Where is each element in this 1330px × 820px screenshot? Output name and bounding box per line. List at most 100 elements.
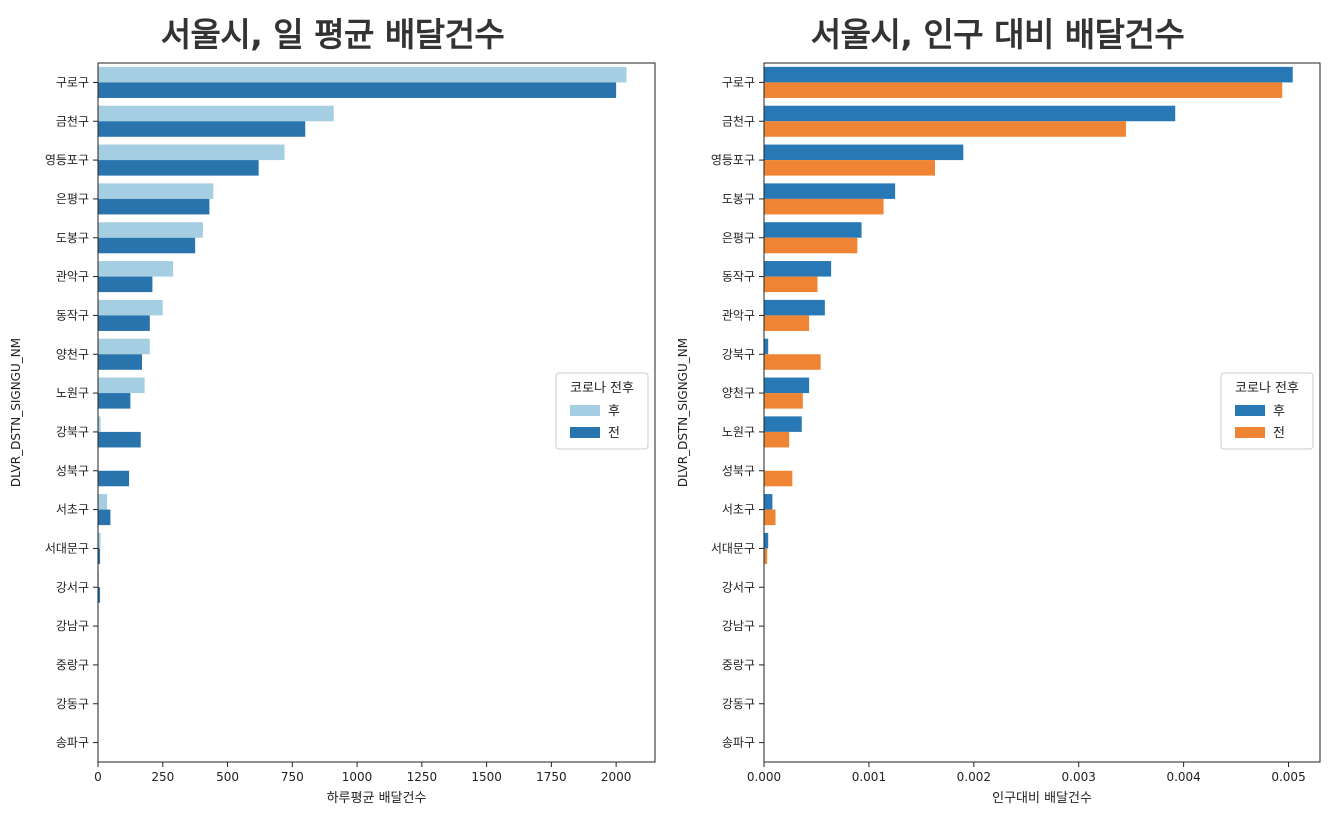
bar-전-성북구 (764, 470, 793, 487)
y-axis-label: DLVR_DSTN_SIGNGU_NM (9, 338, 23, 487)
legend-entry: 후 (1273, 404, 1285, 419)
x-tick-label: 750 (281, 770, 304, 784)
legend-title: 코로나 전후 (1235, 381, 1299, 396)
bar-전-관악구 (98, 276, 153, 293)
y-tick-label: 영등포구 (711, 153, 755, 167)
bar-전-양천구 (98, 354, 143, 370)
x-tick-label: 0 (94, 770, 102, 784)
legend-swatch (1235, 427, 1265, 438)
legend-title: 코로나 전후 (570, 381, 634, 396)
x-tick-label: 0.002 (957, 770, 991, 784)
bar-후-금천구 (764, 105, 1176, 122)
bar-전-서대문구 (764, 548, 768, 564)
bar-전-관악구 (764, 315, 810, 331)
y-tick-label: 금천구 (56, 113, 89, 128)
y-tick-label: 중랑구 (722, 658, 755, 672)
y-tick-label: 도봉구 (722, 192, 755, 206)
y-tick-label: 동작구 (56, 308, 89, 322)
y-tick-label: 송파구 (56, 736, 89, 750)
bar-전-강서구 (98, 587, 101, 603)
x-tick-label: 250 (151, 770, 174, 784)
x-tick-label: 1500 (471, 770, 502, 784)
bar-후-서초구 (98, 494, 108, 510)
y-tick-label: 관악구 (722, 308, 755, 322)
bar-전-성북구 (98, 470, 130, 487)
y-tick-label: 은평구 (56, 192, 89, 206)
x-tick-label: 1250 (407, 770, 438, 784)
y-tick-label: 동작구 (722, 270, 755, 284)
y-tick-label: 강동구 (722, 697, 755, 711)
y-tick-label: 노원구 (56, 386, 89, 400)
y-tick-label: 송파구 (722, 736, 755, 750)
bar-후-서대문구 (764, 532, 769, 549)
y-tick-label: 강남구 (56, 619, 89, 633)
y-tick-label: 구로구 (56, 75, 89, 89)
bar-후-은평구 (98, 183, 214, 199)
y-tick-label: 성북구 (56, 464, 89, 478)
x-tick-label: 0.001 (852, 770, 886, 784)
bar-후-영등포구 (764, 144, 964, 161)
bar-후-동작구 (764, 261, 832, 277)
bar-후-서초구 (764, 494, 773, 510)
bar-전-금천구 (764, 121, 1126, 137)
bar-전-금천구 (98, 121, 306, 137)
bar-전-은평구 (764, 237, 858, 254)
bar-후-구로구 (98, 66, 627, 83)
bar-후-서대문구 (98, 532, 101, 549)
y-tick-label: 양천구 (56, 346, 89, 361)
x-axis-label: 인구대비 배달건수 (992, 791, 1092, 806)
x-tick-label: 0.000 (747, 770, 781, 784)
bar-후-은평구 (764, 222, 862, 238)
bar-후-양천구 (98, 338, 150, 355)
bar-전-은평구 (98, 198, 210, 215)
bar-전-동작구 (98, 315, 150, 331)
y-tick-label: 강북구 (56, 425, 89, 439)
x-tick-label: 0.003 (1062, 770, 1096, 784)
bar-후-구로구 (764, 66, 1293, 83)
x-tick-label: 1750 (536, 770, 567, 784)
y-tick-label: 강서구 (56, 580, 89, 594)
right-bar-chart: 구로구금천구영등포구도봉구은평구동작구관악구강북구양천구노원구성북구서초구서대문… (676, 62, 1321, 806)
bar-후-양천구 (764, 377, 810, 394)
y-tick-label: 노원구 (722, 425, 755, 439)
bar-전-서초구 (98, 509, 111, 526)
bar-전-서대문구 (98, 548, 101, 564)
bar-후-노원구 (764, 416, 802, 432)
bar-전-도봉구 (98, 237, 196, 254)
chart-title: 서울시, 인구 대비 배달건수 (810, 15, 1185, 54)
y-tick-label: 양천구 (722, 385, 755, 400)
bar-후-강북구 (98, 416, 101, 432)
bar-전-동작구 (764, 276, 818, 293)
x-tick-label: 1000 (342, 770, 373, 784)
legend-swatch (570, 405, 600, 416)
y-tick-label: 서대문구 (711, 541, 755, 555)
bar-후-도봉구 (764, 183, 896, 199)
bar-전-영등포구 (764, 160, 935, 176)
y-tick-label: 강남구 (722, 619, 755, 633)
bar-후-금천구 (98, 105, 334, 122)
bar-전-서초구 (764, 509, 776, 526)
x-tick-label: 2000 (601, 770, 632, 784)
y-tick-label: 구로구 (722, 75, 755, 89)
y-tick-label: 서대문구 (45, 541, 89, 555)
plot-frame (763, 62, 1321, 763)
bar-전-노원구 (764, 431, 790, 448)
bar-후-관악구 (98, 261, 174, 277)
left-chart-panel: 서울시, 일 평균 배달건수 구로구 금천구 영등포구 은평구 도봉구 관악구 동작구 양천구… (9, 15, 656, 806)
legend-entry: 전 (608, 426, 620, 441)
y-tick-label: 서초구 (722, 503, 755, 517)
y-tick-label: 금천구 (722, 113, 755, 128)
bar-후-강북구 (764, 338, 769, 355)
left-bar-chart: 구로구금천구영등포구은평구도봉구관악구동작구양천구노원구강북구성북구서초구서대문… (9, 62, 656, 806)
bar-후-노원구 (98, 377, 145, 394)
y-tick-label: 강북구 (722, 347, 755, 361)
bar-전-강북구 (98, 431, 141, 448)
bar-전-영등포구 (98, 160, 259, 176)
bar-후-관악구 (764, 299, 825, 316)
y-axis-label: DLVR_DSTN_SIGNGU_NM (676, 338, 690, 487)
y-tick-label: 은평구 (722, 231, 755, 245)
bar-전-강북구 (764, 354, 821, 370)
y-tick-label: 강서구 (722, 580, 755, 594)
